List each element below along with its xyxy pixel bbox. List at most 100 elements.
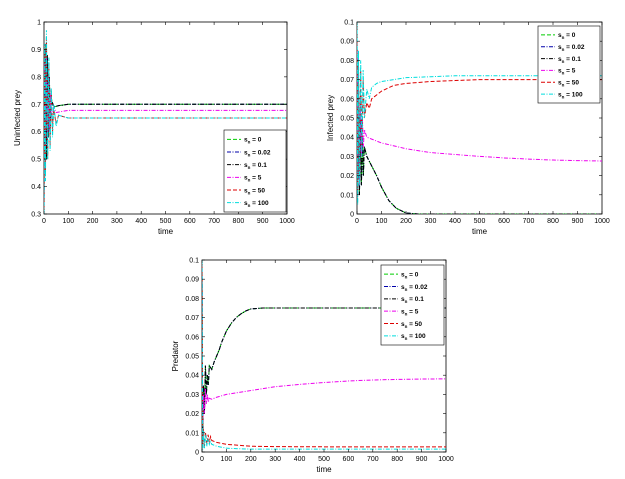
y-tick-label: 0.1	[344, 20, 354, 27]
x-tick-label: 700	[208, 218, 220, 225]
x-tick-label: 600	[184, 218, 196, 225]
y-tick-label: 0.05	[340, 116, 354, 123]
x-tick-label: 900	[416, 456, 428, 463]
y-tick-label: 0.6	[31, 129, 41, 136]
x-tick-label: 400	[449, 218, 461, 225]
y-tick-label: 0.7	[31, 102, 41, 109]
y-tick-label: 0.02	[185, 411, 199, 418]
y-tick-label: 0.08	[340, 58, 354, 65]
x-tick-label: 500	[474, 218, 486, 225]
x-tick-label: 0	[200, 456, 204, 463]
y-tick-label: 0.3	[31, 212, 41, 219]
y-tick-label: 0.01	[340, 192, 354, 199]
x-tick-label: 400	[135, 218, 147, 225]
y-tick-label: 0.8	[31, 74, 41, 81]
y-tick-label: 0.03	[340, 154, 354, 161]
y-tick-label: 0.1	[189, 258, 199, 265]
legend-entry-6: sn = 100	[401, 333, 426, 341]
legend-entry-4: sn = 5	[558, 68, 576, 76]
x-tick-label: 100	[62, 218, 74, 225]
chart-panel-3: 0 100 200 300 400 500 600 700 800 900 1000 0 0.01 0.0…	[171, 258, 454, 475]
legend: sn = 0 sn = 0.02 sn = 0.1 sn = 5 sn = 50 sn =…	[223, 129, 287, 213]
y-tick-label: 0.01	[185, 430, 199, 437]
legend-entry-5: sn = 50	[244, 187, 265, 195]
legend-entry-6: sn = 100	[244, 200, 269, 208]
series-line-6	[44, 30, 287, 214]
legend-entry-2: sn = 0.02	[558, 44, 585, 52]
y-axis-label: Uninfected prey	[13, 90, 22, 146]
legend-box	[380, 264, 445, 346]
x-tick-label: 200	[87, 218, 99, 225]
legend-entry-3: sn = 0.1	[558, 56, 581, 64]
legend-entry-4: sn = 5	[244, 175, 262, 183]
y-tick-label: 0.4	[31, 184, 41, 191]
legend-entry-3: sn = 0.1	[244, 162, 267, 170]
legend-entry-5: sn = 50	[558, 80, 579, 88]
y-tick-label: 0.08	[185, 296, 199, 303]
y-tick-label: 0.04	[185, 373, 199, 380]
x-tick-label: 900	[572, 218, 584, 225]
x-tick-label: 1000	[438, 456, 454, 463]
legend: sn = 0 sn = 0.02 sn = 0.1 sn = 5 sn = 50 sn =…	[537, 25, 601, 104]
y-tick-label: 0.06	[185, 334, 199, 341]
y-tick-label: 0.07	[340, 77, 354, 84]
x-tick-label: 300	[269, 456, 281, 463]
x-tick-label: 800	[391, 456, 403, 463]
legend-entry-5: sn = 50	[401, 321, 422, 329]
x-tick-label: 700	[367, 456, 379, 463]
y-tick-label: 0.05	[185, 354, 199, 361]
x-tick-label: 600	[343, 456, 355, 463]
y-tick-label: 1	[37, 20, 41, 27]
series-line-4	[202, 260, 446, 424]
chart-panel-1: 0 100 200 300 400 500 600 700 800 900 1000 0.3 0.4 0.…	[13, 20, 295, 237]
legend-entry-1: sn = 0	[401, 271, 419, 279]
series-line-4	[357, 41, 602, 186]
series-line-6	[357, 22, 602, 205]
x-tick-label: 100	[221, 456, 233, 463]
y-tick-label: 0.06	[340, 96, 354, 103]
x-tick-label: 900	[257, 218, 269, 225]
y-tick-label: 0	[350, 212, 354, 219]
series-line-3	[44, 43, 287, 214]
chart-panel-2: 0 100 200 300 400 500 600 700 800 900 1000 0 0.01 0.0…	[326, 20, 610, 237]
x-tick-label: 700	[523, 218, 535, 225]
legend-box	[223, 129, 287, 213]
y-tick-label: 0.03	[185, 392, 199, 399]
x-tick-label: 200	[245, 456, 257, 463]
series-line-3	[202, 260, 446, 433]
y-tick-label: 0	[195, 450, 199, 457]
legend-entry-2: sn = 0.02	[244, 149, 271, 157]
y-axis-label: Predator	[171, 340, 180, 371]
legend-entry-6: sn = 100	[558, 91, 583, 99]
x-axis-label: time	[316, 465, 332, 474]
x-tick-label: 300	[425, 218, 437, 225]
x-tick-label: 600	[498, 218, 510, 225]
x-axis-label: time	[158, 227, 174, 236]
legend: sn = 0 sn = 0.02 sn = 0.1 sn = 5 sn = 50 sn =…	[380, 264, 445, 346]
x-tick-label: 0	[42, 218, 46, 225]
x-axis-label: time	[472, 227, 488, 236]
x-tick-label: 400	[294, 456, 306, 463]
y-axis-label: Infected prey	[326, 95, 335, 141]
x-tick-label: 100	[376, 218, 388, 225]
x-tick-label: 800	[233, 218, 245, 225]
y-tick-label: 0.09	[185, 277, 199, 284]
y-tick-label: 0.04	[340, 135, 354, 142]
y-tick-label: 0.9	[31, 47, 41, 54]
x-tick-label: 300	[111, 218, 123, 225]
legend-entry-1: sn = 0	[558, 32, 576, 40]
legend-entry-2: sn = 0.02	[401, 284, 428, 292]
x-tick-label: 1000	[279, 218, 295, 225]
x-tick-label: 800	[547, 218, 559, 225]
x-tick-label: 0	[355, 218, 359, 225]
legend-entry-3: sn = 0.1	[401, 296, 424, 304]
y-tick-label: 0.07	[185, 315, 199, 322]
legend-box	[537, 25, 601, 104]
y-tick-label: 0.5	[31, 157, 41, 164]
x-tick-label: 200	[400, 218, 412, 225]
y-tick-label: 0.02	[340, 173, 354, 180]
x-tick-label: 1000	[594, 218, 610, 225]
legend-entry-4: sn = 5	[401, 308, 419, 316]
x-tick-label: 500	[318, 456, 330, 463]
